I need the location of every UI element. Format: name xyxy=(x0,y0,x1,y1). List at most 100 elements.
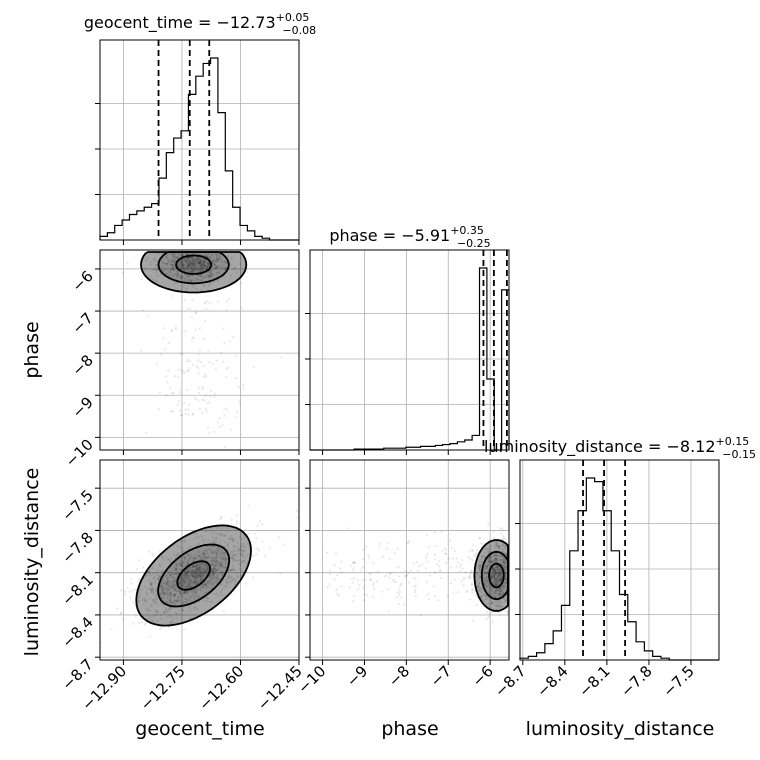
sample-point xyxy=(166,596,169,599)
y-tick-label: −6 xyxy=(68,267,96,295)
sample-point xyxy=(232,559,235,562)
sample-point xyxy=(215,265,218,268)
sample-point xyxy=(191,557,194,560)
sample-point xyxy=(240,282,243,285)
sample-point xyxy=(167,259,170,263)
sample-point xyxy=(193,266,196,269)
sample-point xyxy=(177,572,180,575)
sample-point xyxy=(232,538,235,541)
sample-point xyxy=(167,582,170,585)
sample-point xyxy=(156,574,160,577)
sample-point xyxy=(210,563,213,566)
sample-point xyxy=(434,571,437,574)
sample-point xyxy=(392,580,396,583)
sample-point xyxy=(164,608,167,611)
sample-point xyxy=(194,311,197,314)
sample-point xyxy=(186,262,189,265)
sample-point xyxy=(180,274,183,277)
sample-point xyxy=(186,582,189,585)
sample-point xyxy=(187,369,190,373)
sample-point xyxy=(183,267,186,270)
sample-point xyxy=(151,278,155,281)
sample-point xyxy=(161,579,164,583)
sample-point xyxy=(153,268,156,271)
sample-point xyxy=(190,581,193,584)
sample-point xyxy=(203,285,206,288)
sample-point xyxy=(252,366,256,369)
sample-point xyxy=(337,594,340,597)
sample-point xyxy=(183,260,186,263)
sample-point xyxy=(220,588,223,592)
sample-point xyxy=(181,584,185,587)
contour-fill xyxy=(136,525,251,626)
sample-point xyxy=(164,607,168,610)
sample-point xyxy=(214,266,217,269)
sample-point xyxy=(123,590,127,593)
sample-point xyxy=(193,337,196,340)
sample-point xyxy=(150,585,153,588)
sample-point xyxy=(200,577,203,580)
sample-point xyxy=(214,259,217,262)
sample-point xyxy=(207,559,210,562)
sample-point xyxy=(179,540,182,543)
sample-point xyxy=(175,611,178,614)
sample-point xyxy=(248,532,251,535)
sample-point xyxy=(189,263,192,266)
sample-point xyxy=(197,571,200,575)
sample-point xyxy=(209,579,212,582)
sample-point xyxy=(192,257,195,260)
sample-point xyxy=(221,566,224,569)
sample-point xyxy=(217,555,220,559)
sample-point xyxy=(203,301,207,304)
title-geocent-time: geocent_time = −12.73+0.05 −0.08 xyxy=(84,11,316,37)
sample-point xyxy=(233,266,236,269)
sample-point xyxy=(208,270,211,273)
sample-point xyxy=(178,582,181,585)
sample-point xyxy=(192,264,195,268)
sample-point xyxy=(207,554,210,557)
sample-point xyxy=(504,538,507,541)
sample-point xyxy=(200,563,204,566)
sample-point xyxy=(192,575,195,578)
sample-point xyxy=(222,361,225,364)
sample-point xyxy=(232,550,235,554)
sample-point xyxy=(194,266,197,269)
y-tick-label: −7 xyxy=(68,309,96,337)
sample-point xyxy=(212,263,215,266)
sample-point xyxy=(413,585,416,588)
sample-point xyxy=(208,582,211,585)
sample-point xyxy=(200,270,203,273)
sample-point xyxy=(203,569,206,572)
sample-point xyxy=(212,569,215,572)
sample-point xyxy=(209,275,212,278)
sample-point xyxy=(202,572,205,575)
sample-point xyxy=(397,602,400,605)
sample-point xyxy=(193,262,196,266)
sample-point xyxy=(167,580,170,583)
sample-point xyxy=(189,262,192,265)
sample-point xyxy=(471,549,474,553)
sample-point xyxy=(231,556,234,559)
sample-point xyxy=(206,426,210,429)
sample-point xyxy=(195,260,198,263)
sample-point xyxy=(189,259,192,263)
sample-point xyxy=(210,253,213,257)
sample-point xyxy=(196,264,199,267)
sample-point xyxy=(467,556,470,559)
sample-point xyxy=(170,253,173,256)
sample-point xyxy=(193,575,196,578)
sample-point xyxy=(195,568,198,572)
sample-point xyxy=(183,269,186,272)
sample-point xyxy=(242,387,245,390)
sample-point xyxy=(238,400,241,403)
sample-point xyxy=(214,267,217,270)
sample-point xyxy=(218,564,221,568)
sample-point xyxy=(171,582,174,585)
contour-fill xyxy=(176,255,212,274)
sample-point xyxy=(204,320,207,323)
sample-point xyxy=(412,562,415,565)
sample-point xyxy=(216,260,219,263)
sample-point xyxy=(155,363,158,366)
title-luminosity-distance: luminosity_distance = −8.12+0.15 −0.15 xyxy=(484,435,756,461)
sample-point xyxy=(173,580,176,583)
